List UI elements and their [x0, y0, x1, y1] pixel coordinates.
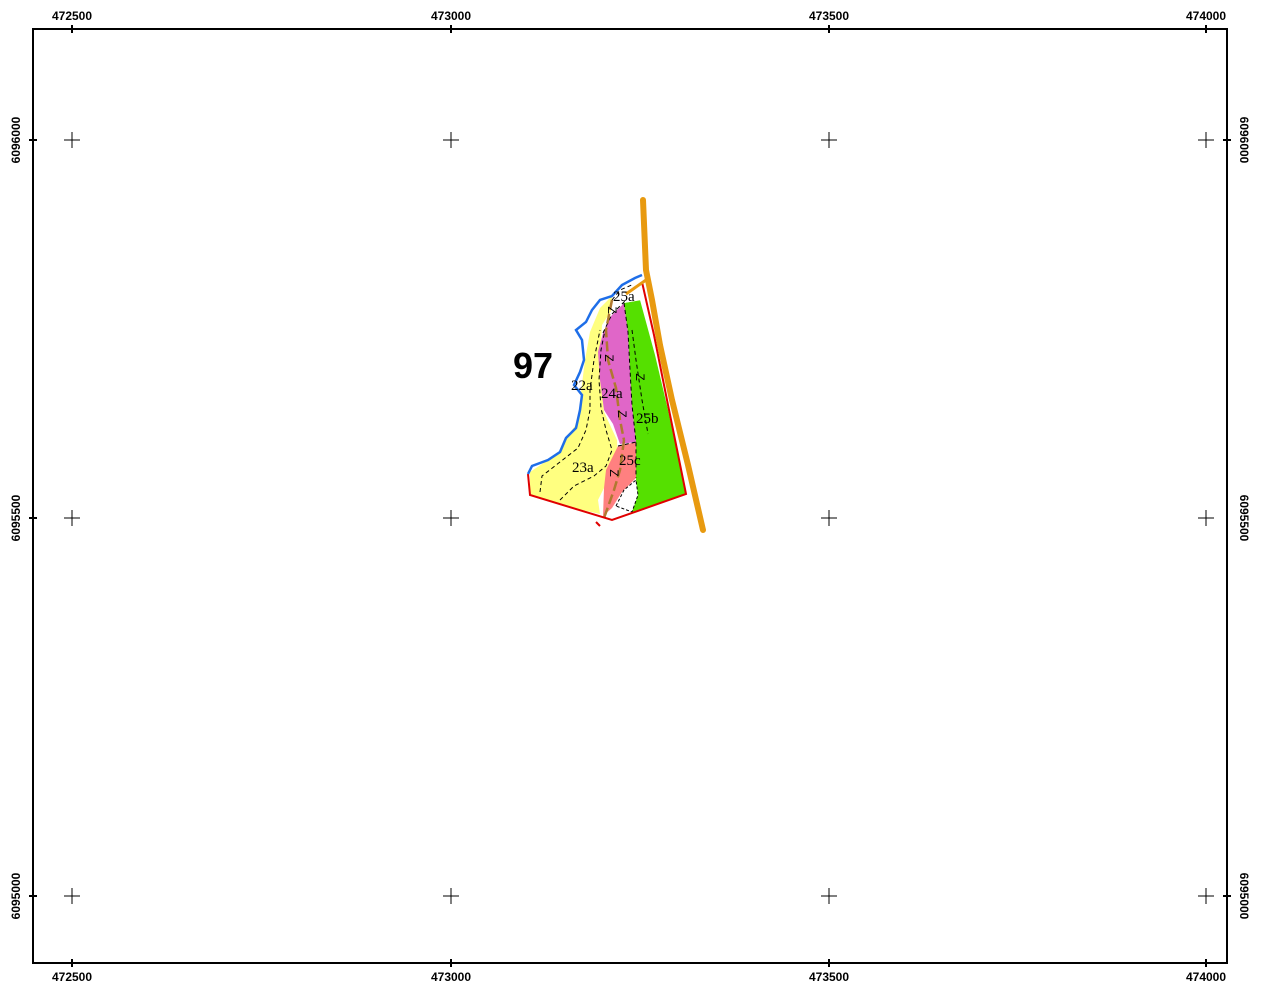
road-spur [625, 278, 647, 296]
y-tick-left-1: 6096000 [9, 116, 23, 163]
z-marker-3: Z [633, 373, 647, 380]
stand-white-bottom [615, 479, 639, 513]
stand-label-25c: 25c [619, 453, 641, 469]
x-tick-top-3: 473500 [809, 9, 849, 23]
y-tick-right-1: 6096000 [1237, 117, 1251, 164]
grid-crosses [64, 132, 1214, 904]
x-tick-bottom-2: 473000 [431, 970, 471, 984]
x-tick-bottom-1: 472500 [52, 970, 92, 984]
z-marker-2: Z [602, 354, 616, 361]
compartment-number: 97 [513, 345, 553, 386]
stand-label-23a: 23a [572, 460, 594, 476]
stand-label-24a: 24a [601, 386, 623, 402]
stand-label-25a: 25a [613, 289, 635, 305]
y-tick-left-2: 6095500 [9, 494, 23, 541]
stand-label-22a: 22a [571, 378, 593, 394]
y-tick-left-3: 6095000 [9, 872, 23, 919]
z-marker-1: Z [605, 306, 619, 313]
x-tick-bottom-4: 474000 [1186, 970, 1226, 984]
stand-polygons [530, 282, 686, 516]
stand-boundaries [539, 283, 649, 501]
x-tick-top-2: 473000 [431, 9, 471, 23]
compartment-boundary [527, 281, 688, 522]
track-lines [602, 299, 626, 519]
x-tick-top-4: 474000 [1186, 9, 1226, 23]
y-tick-right-3: 6095000 [1237, 873, 1251, 920]
coastline [526, 273, 643, 475]
x-tick-top-1: 472500 [52, 9, 92, 23]
map-frame [32, 28, 1228, 964]
y-tick-right-2: 6095500 [1237, 495, 1251, 542]
stand-green [624, 300, 686, 512]
stand-magenta [598, 303, 636, 444]
boundary-stub [595, 521, 601, 527]
road [640, 197, 706, 533]
frame-ticks [29, 25, 1231, 967]
stand-label-25b: 25b [636, 411, 659, 427]
z-marker-4: Z [615, 410, 629, 417]
z-marker-5: Z [607, 469, 621, 476]
x-tick-bottom-3: 473500 [809, 970, 849, 984]
